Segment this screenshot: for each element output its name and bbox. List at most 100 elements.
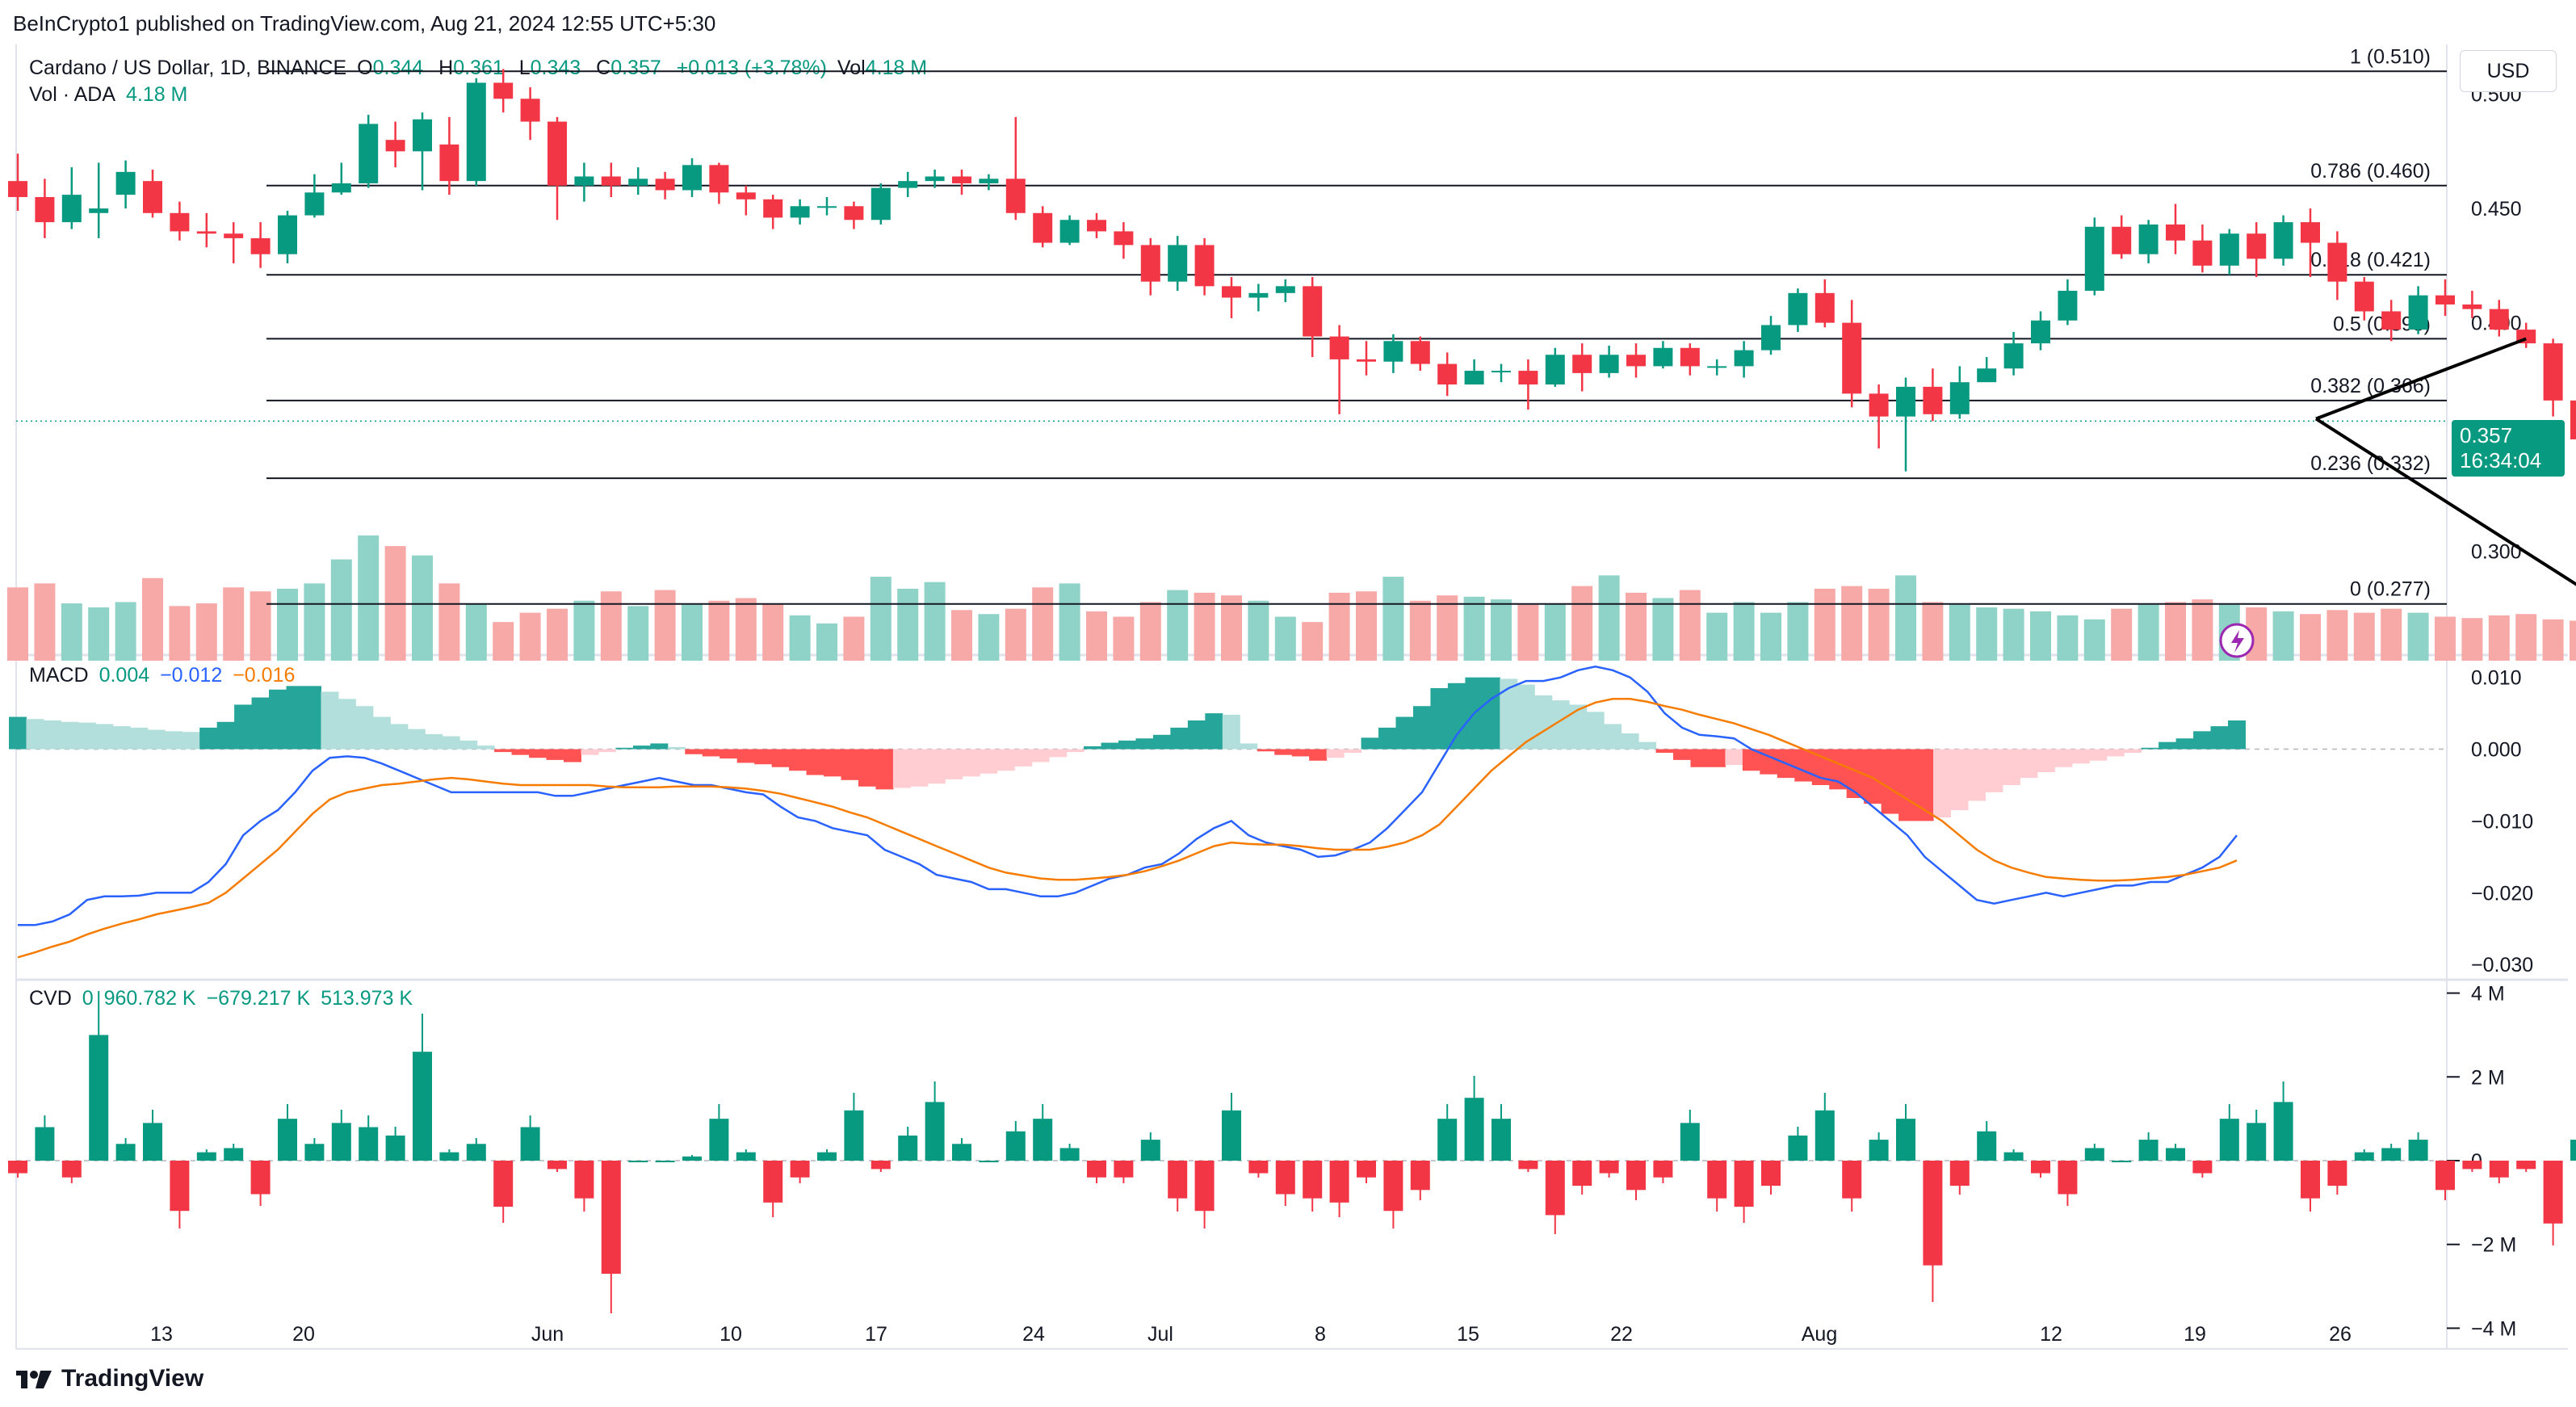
time-tick-2: Jun bbox=[531, 1323, 564, 1346]
cvd-bar-65 bbox=[1761, 1161, 1781, 1186]
cvd-bar-66 bbox=[1788, 1135, 1808, 1161]
cvd-bar-40 bbox=[1087, 1161, 1106, 1178]
macd-hist-bar-14 bbox=[251, 697, 270, 750]
candle-body-18 bbox=[493, 82, 514, 99]
volume-bar-12 bbox=[330, 559, 352, 661]
volume-bar-36 bbox=[978, 614, 1000, 661]
volume-bar-7 bbox=[195, 603, 217, 661]
candle-body-33 bbox=[898, 181, 918, 188]
volume-bar-69 bbox=[1868, 588, 1890, 661]
cvd-value-2: −679.217 K bbox=[206, 987, 311, 1010]
macd-hist-bar-127 bbox=[2210, 726, 2229, 750]
cvd-bar-43 bbox=[1168, 1161, 1188, 1199]
volume-bar-8 bbox=[223, 587, 245, 661]
volume-bar-24 bbox=[654, 590, 676, 661]
cvd-bar-75 bbox=[2031, 1161, 2050, 1174]
macd-hist-bar-114 bbox=[1985, 749, 2003, 792]
candle-body-17 bbox=[466, 82, 486, 182]
cvd-bar-52 bbox=[1410, 1161, 1430, 1191]
candle-body-24 bbox=[655, 178, 675, 191]
fib-label-6: 0 (0.277) bbox=[2350, 578, 2431, 601]
macd-tick-4: −0.030 bbox=[2471, 954, 2533, 976]
candle-body-59 bbox=[1599, 355, 1619, 373]
volume-bar-60 bbox=[1626, 592, 1647, 661]
macd-hist-bar-20 bbox=[355, 706, 374, 750]
cvd-bar-72 bbox=[1949, 1161, 1970, 1186]
candle-body-11 bbox=[304, 192, 325, 216]
volume-bar-77 bbox=[2083, 619, 2105, 661]
macd-hist-bar-100 bbox=[1742, 749, 1760, 771]
cvd-bar-82 bbox=[2219, 1119, 2239, 1161]
macd-hist-bar-30 bbox=[529, 749, 548, 758]
vol-row-label[interactable]: Vol · ADA bbox=[29, 83, 115, 106]
cvd-bar-17 bbox=[466, 1144, 486, 1161]
currency-selector[interactable]: USD bbox=[2460, 50, 2557, 92]
volume-bar-2 bbox=[61, 603, 82, 661]
volume-bar-40 bbox=[1086, 611, 1107, 661]
macd-hist-bar-97 bbox=[1690, 749, 1709, 767]
volume-bar-27 bbox=[735, 598, 757, 661]
macd-hist-bar-118 bbox=[2054, 749, 2073, 767]
macd-hist-bar-31 bbox=[546, 749, 564, 760]
candle-body-4 bbox=[115, 171, 136, 195]
volume-bar-66 bbox=[1787, 602, 1809, 661]
candle-body-43 bbox=[1168, 245, 1188, 282]
candle-body-89 bbox=[2408, 295, 2428, 330]
cvd-bar-92 bbox=[2489, 1161, 2509, 1178]
macd-hist-bar-76 bbox=[1326, 749, 1345, 758]
macd-hist-bar-92 bbox=[1604, 724, 1622, 750]
candle-body-22 bbox=[601, 176, 621, 186]
volume-bar-9 bbox=[250, 591, 271, 661]
pair-label[interactable]: Cardano / US Dollar, 1D, BINANCE bbox=[29, 57, 347, 79]
macd-hist-bar-64 bbox=[1118, 740, 1136, 750]
time-tick-8: 15 bbox=[1457, 1323, 1479, 1346]
volume-bar-28 bbox=[762, 603, 784, 661]
tradingview-logo[interactable]: TradingView bbox=[16, 1365, 203, 1392]
macd-legend: MACD 0.004 −0.012 −0.016 bbox=[29, 664, 300, 687]
time-tick-7: 8 bbox=[1315, 1323, 1326, 1346]
macd-hist-bar-121 bbox=[2106, 749, 2125, 757]
macd-hist-bar-54 bbox=[945, 749, 963, 779]
cvd-label[interactable]: CVD bbox=[29, 987, 72, 1010]
cvd-bar-76 bbox=[2058, 1161, 2078, 1195]
cvd-bar-49 bbox=[1329, 1161, 1349, 1203]
macd-hist-bar-86 bbox=[1500, 678, 1518, 750]
volume-bar-19 bbox=[519, 612, 541, 661]
macd-line-value: −0.012 bbox=[160, 664, 223, 687]
volume-bar-70 bbox=[1895, 575, 1916, 661]
cvd-bar-6 bbox=[170, 1161, 190, 1212]
cvd-bar-42 bbox=[1140, 1140, 1160, 1161]
candle-body-94 bbox=[2543, 343, 2563, 401]
candle-body-92 bbox=[2489, 309, 2509, 330]
macd-hist-bar-105 bbox=[1829, 749, 1848, 790]
cvd-bar-63 bbox=[1707, 1161, 1727, 1199]
volume-bar-48 bbox=[1302, 622, 1324, 661]
volume-bar-68 bbox=[1841, 586, 1863, 661]
cvd-value-1: 960.782 K bbox=[103, 987, 196, 1010]
macd-hist-bar-123 bbox=[2141, 747, 2159, 750]
volume-bar-18 bbox=[493, 622, 514, 661]
macd-hist-bar-108 bbox=[1881, 749, 1899, 814]
cvd-bar-35 bbox=[952, 1144, 971, 1161]
triangle-lower-line bbox=[2314, 417, 2576, 586]
volume-bar-29 bbox=[789, 615, 811, 661]
macd-label[interactable]: MACD bbox=[29, 664, 89, 687]
cvd-legend: CVD 0 960.782 K −679.217 K 513.973 K bbox=[29, 987, 417, 1010]
candle-body-14 bbox=[385, 140, 405, 152]
macd-hist-bar-119 bbox=[2071, 749, 2090, 764]
volume-bar-76 bbox=[2057, 615, 2079, 661]
volume-bar-58 bbox=[1571, 586, 1593, 661]
macd-hist-bar-94 bbox=[1638, 741, 1657, 750]
volume-bar-26 bbox=[708, 600, 730, 661]
cvd-bar-28 bbox=[763, 1161, 783, 1203]
volume-bar-41 bbox=[1113, 616, 1135, 661]
cvd-bar-88 bbox=[2381, 1148, 2402, 1161]
macd-hist-bar-27 bbox=[476, 746, 495, 750]
macd-hist-bar-12 bbox=[216, 721, 235, 750]
close-label: C bbox=[596, 57, 611, 79]
macd-hist-bar-103 bbox=[1794, 749, 1813, 782]
candle-body-37 bbox=[1005, 178, 1026, 213]
candle-body-62 bbox=[1680, 347, 1700, 367]
volume-bar-52 bbox=[1409, 600, 1431, 661]
